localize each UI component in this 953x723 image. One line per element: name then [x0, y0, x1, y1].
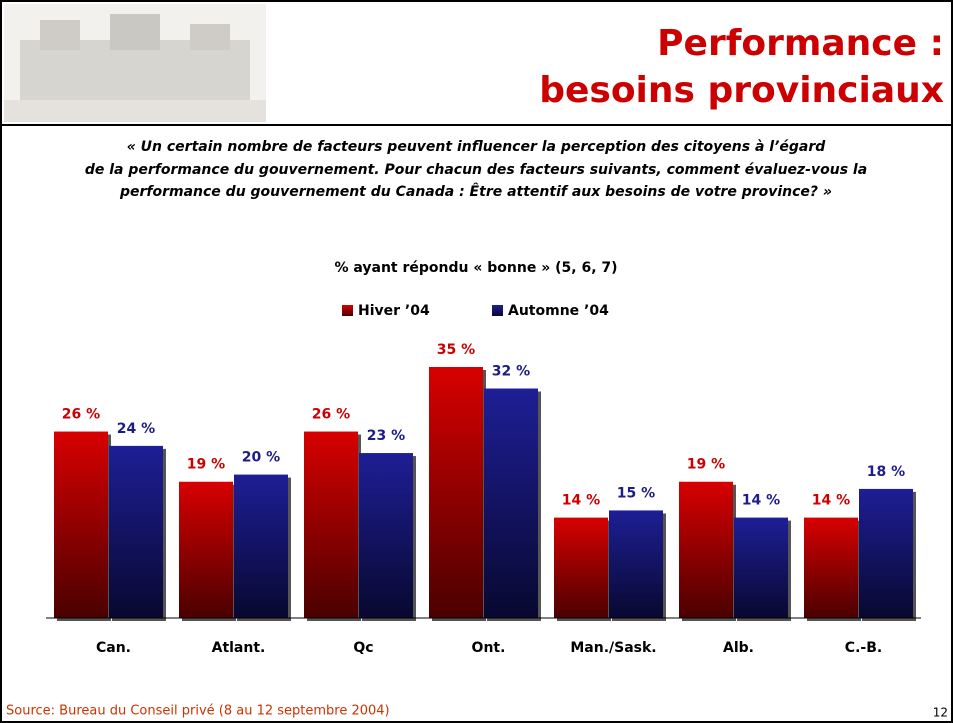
bar [179, 482, 233, 618]
value-label: 14 % [812, 493, 850, 509]
value-label: 32 % [492, 364, 530, 380]
x-tick-label: C.-B. [845, 640, 882, 656]
x-tick-label: Atlant. [212, 640, 266, 656]
value-label: 26 % [312, 407, 350, 423]
quote-line: « Un certain nombre de facteurs peuvent … [127, 139, 827, 155]
bar [609, 510, 663, 618]
value-label: 19 % [187, 457, 225, 473]
bar [554, 518, 608, 618]
value-label: 24 % [117, 421, 155, 437]
title: besoins provinciaux [539, 70, 944, 111]
slide: Performance : besoins provinciaux « Un c… [0, 0, 953, 723]
value-label: 15 % [617, 485, 655, 501]
title: Performance : [657, 23, 944, 64]
bar [109, 446, 163, 618]
bar [54, 432, 108, 618]
x-tick-label: Ont. [472, 640, 506, 656]
x-tick-label: Alb. [723, 640, 754, 656]
chart-subtitle: % ayant répondu « bonne » (5, 6, 7) [334, 260, 617, 276]
bar [679, 482, 733, 618]
legend-label: Hiver ’04 [358, 303, 430, 319]
legend-swatch [342, 305, 353, 316]
value-label: 18 % [867, 464, 905, 480]
value-label: 23 % [367, 428, 405, 444]
x-tick-label: Man./Sask. [570, 640, 656, 656]
header-photo [4, 4, 266, 122]
bar [859, 489, 913, 618]
bar [734, 518, 788, 618]
source: Source: Bureau du Conseil privé (8 au 12… [6, 704, 390, 719]
page-number: 12 [933, 706, 948, 720]
x-tick-label: Can. [96, 640, 131, 656]
value-label: 26 % [62, 407, 100, 423]
value-label: 19 % [687, 457, 725, 473]
x-tick-label: Qc [353, 640, 373, 656]
legend-swatch [492, 305, 503, 316]
value-label: 35 % [437, 342, 475, 358]
bar [804, 518, 858, 618]
bar [304, 432, 358, 618]
legend-label: Automne ’04 [508, 303, 609, 319]
bar [429, 367, 483, 618]
quote-line: performance du gouvernement du Canada : … [119, 183, 832, 200]
bar [234, 475, 288, 618]
value-label: 14 % [742, 493, 780, 509]
quote-line: de la performance du gouvernement. Pour … [85, 162, 867, 178]
bar [359, 453, 413, 618]
value-label: 20 % [242, 450, 280, 466]
bar [484, 389, 538, 618]
value-label: 14 % [562, 493, 600, 509]
